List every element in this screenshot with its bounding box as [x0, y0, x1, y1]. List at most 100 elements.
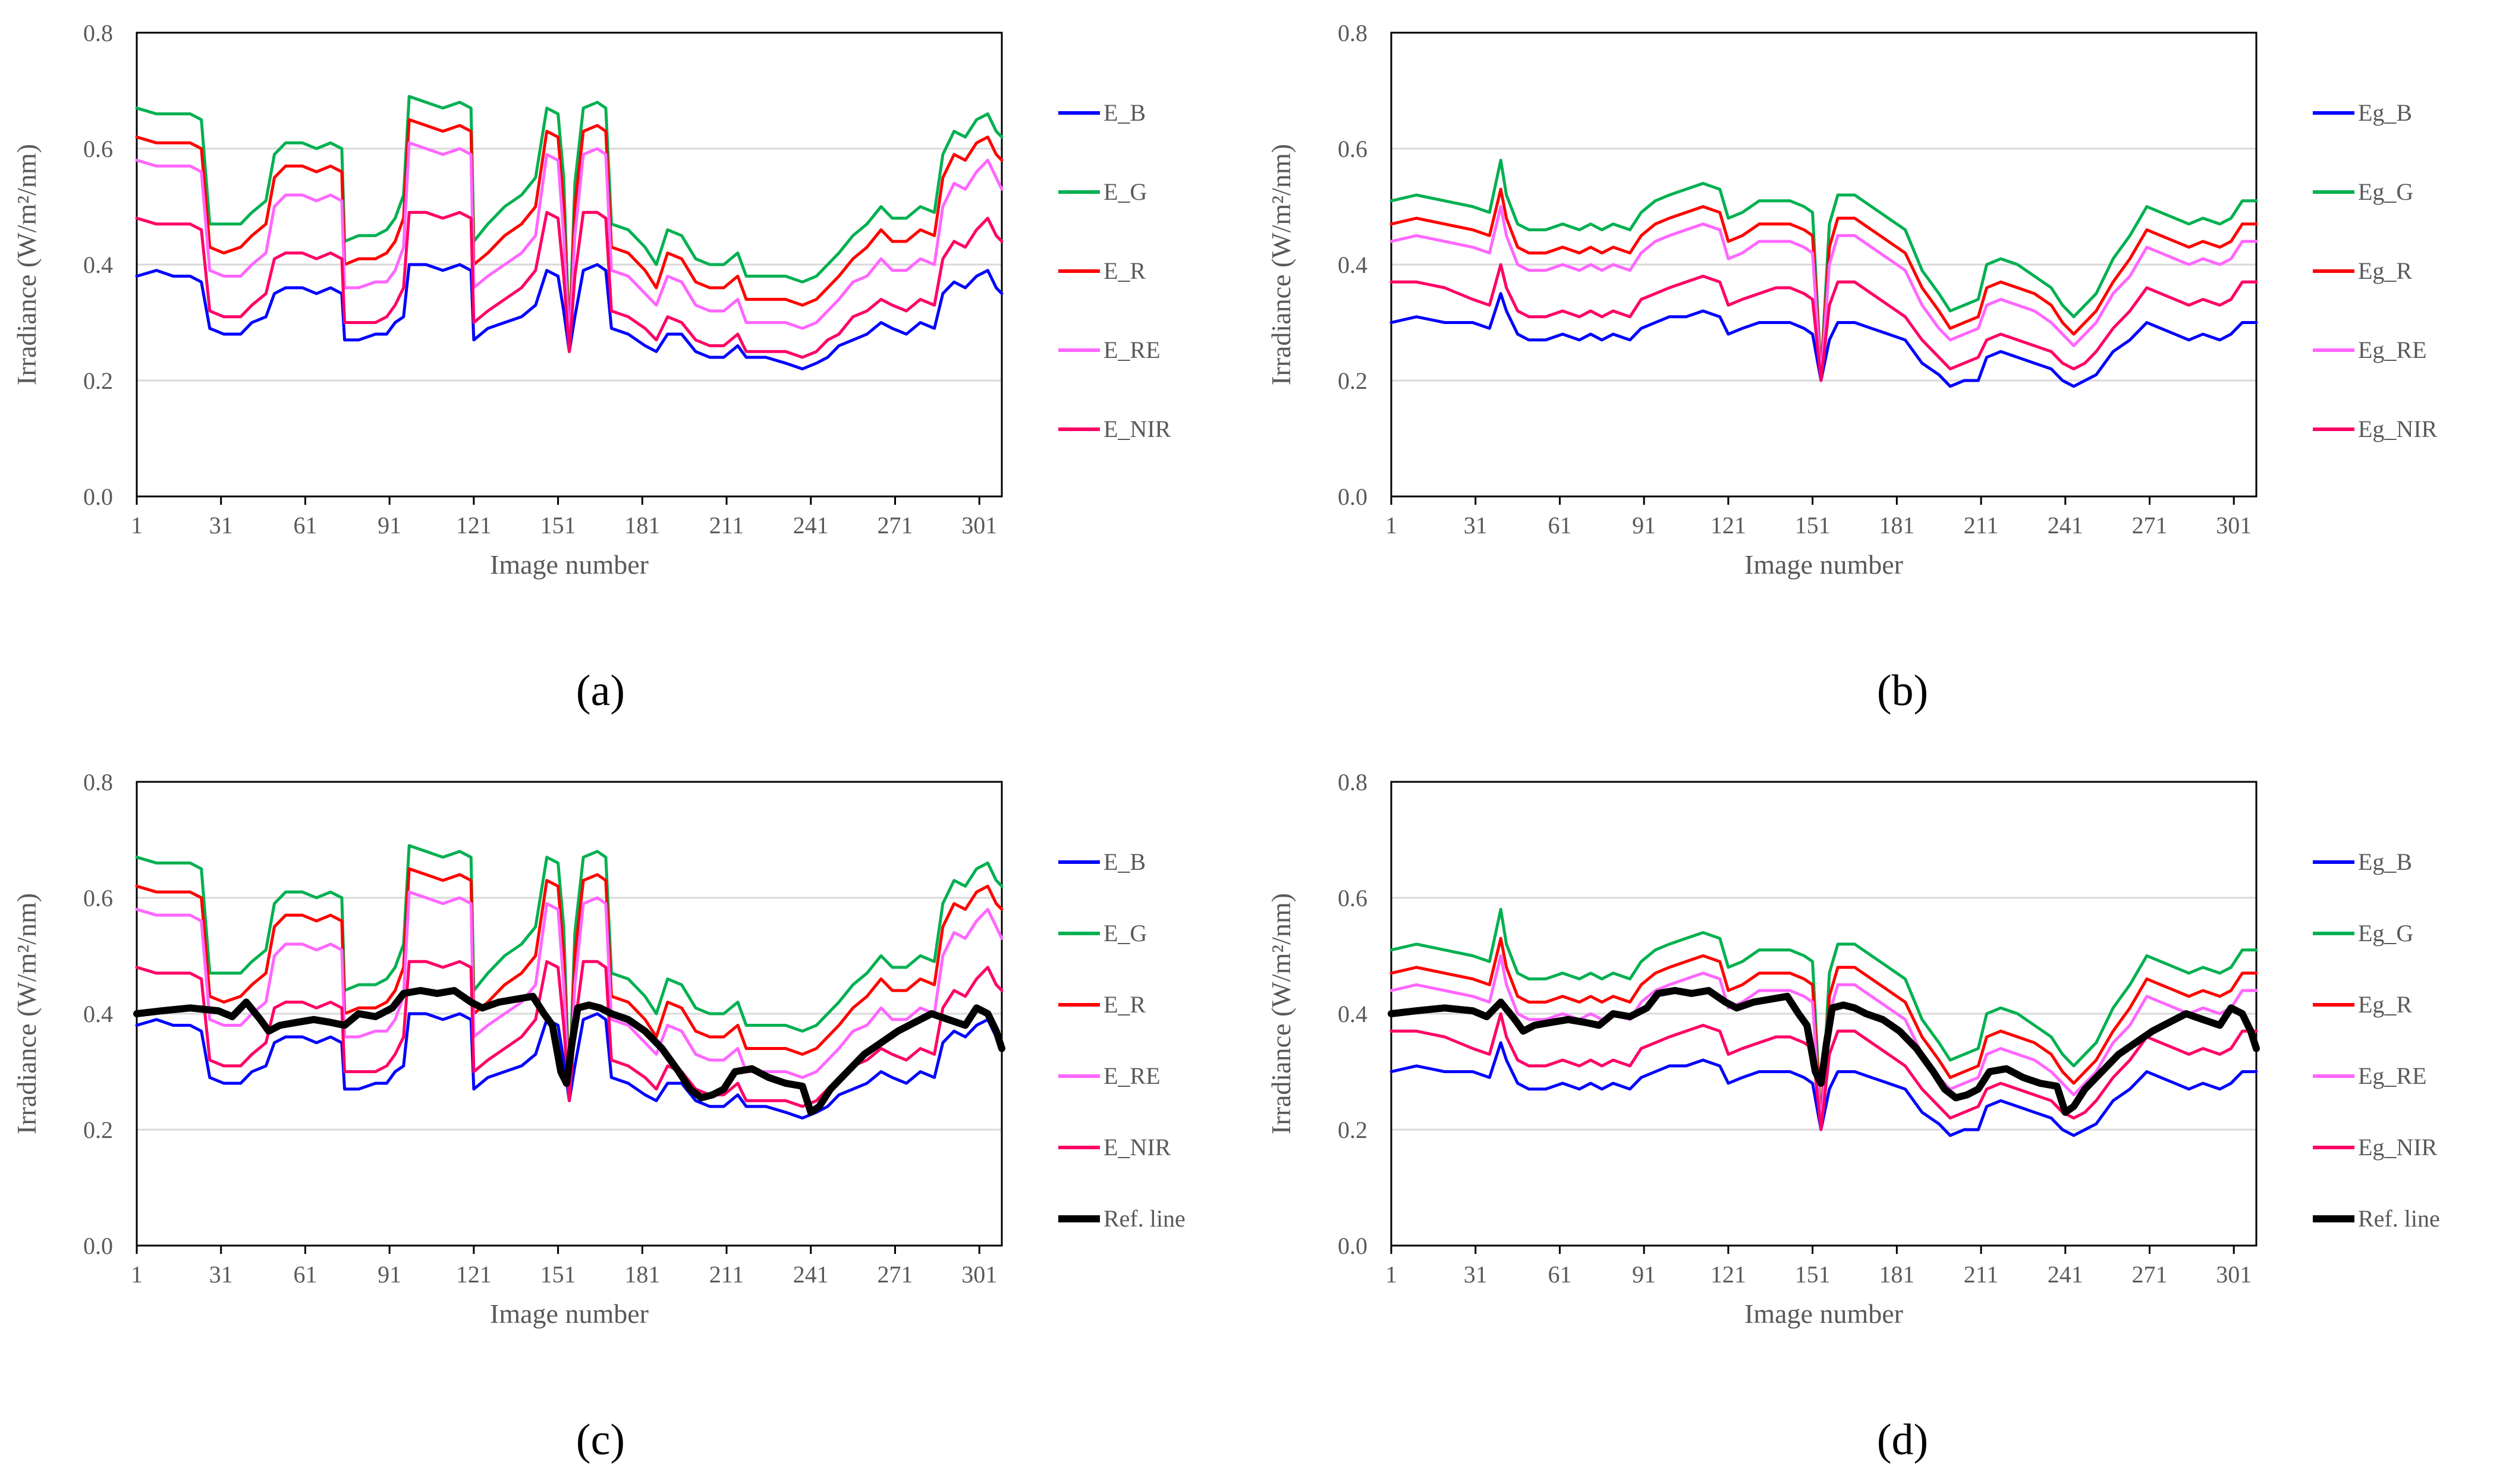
- x-tick-label: 61: [293, 1261, 317, 1288]
- y-tick-label: 0.4: [1338, 1001, 1367, 1027]
- plot-frame: [136, 32, 1003, 498]
- x-tick-label: 301: [961, 512, 997, 539]
- series-line-eg-nir: [1389, 263, 2258, 382]
- x-tick-label: 151: [540, 1261, 576, 1288]
- series-line-ref-line: [133, 987, 1005, 1116]
- legend-label: Eg_RE: [2358, 1062, 2427, 1089]
- y-tick-label: 0.8: [1338, 20, 1367, 46]
- series-line-eg-nir: [1389, 1012, 2258, 1131]
- x-tick-label: 91: [378, 512, 401, 539]
- x-tick-label: 181: [624, 1261, 660, 1288]
- x-tick-label: 271: [2131, 1261, 2167, 1288]
- series-line-eg-re: [1389, 205, 2258, 382]
- y-axis-label: Irradiance (W/m²/nm): [1266, 144, 1296, 385]
- legend-label: Eg_RE: [2358, 337, 2427, 363]
- chart-panel-d: 0.0 0.2 0.4 0.6 0.8 1 31 61 91 121 151 181 211 241 271…: [1254, 749, 2509, 1433]
- x-tick-label: 271: [877, 1261, 913, 1288]
- caption-a: (a): [576, 666, 625, 715]
- series-line-e-nir: [135, 960, 1004, 1108]
- caption-d: (d): [1876, 1416, 1929, 1464]
- x-tick-label: 211: [1964, 512, 1999, 539]
- legend-label: E_NIR: [1103, 1134, 1171, 1161]
- x-tick-label: 91: [378, 1261, 401, 1288]
- x-tick-label: 271: [877, 512, 913, 539]
- x-tick-label: 211: [1964, 1261, 1999, 1288]
- legend-label: Eg_NIR: [2358, 1134, 2438, 1161]
- series-line-eg-g: [1389, 159, 2258, 376]
- x-tick-label: 241: [2048, 512, 2083, 539]
- y-tick-label: 0.6: [83, 136, 113, 162]
- x-tick-label: 121: [1711, 512, 1746, 539]
- y-tick-label: 0.0: [1338, 1233, 1367, 1259]
- y-tick-label: 0.2: [83, 1117, 113, 1143]
- x-tick-label: 241: [793, 512, 829, 539]
- y-tick-label: 0.0: [1338, 483, 1367, 510]
- x-tick-label: 211: [709, 1261, 744, 1288]
- x-tick-label: 31: [1464, 1261, 1488, 1288]
- x-tick-label: 121: [1711, 1261, 1746, 1288]
- legend-label: E_B: [1103, 848, 1146, 875]
- y-tick-label: 0.2: [1338, 1117, 1367, 1143]
- series-line-eg-r: [1389, 187, 2258, 376]
- chart-svg-d: 0.0 0.2 0.4 0.6 0.8 1 31 61 91 121 151 181 211 241 271…: [1266, 769, 2440, 1329]
- series-line-eg-b: [1389, 1041, 2258, 1137]
- caption-b: (b): [1876, 666, 1929, 715]
- caption-c: (c): [576, 1416, 625, 1464]
- x-tick-label: 1: [1385, 1261, 1397, 1288]
- series-line-eg-g: [1389, 908, 2258, 1125]
- x-tick-label: 31: [209, 512, 233, 539]
- y-tick-label: 0.8: [83, 769, 113, 796]
- y-tick-label: 0.2: [83, 367, 113, 394]
- chart-panel-a: 0.0 0.2 0.4 0.6 0.8 1 31 61 91 121 151 181 211 241 271…: [0, 0, 1254, 684]
- series-line-ref-line: [1388, 987, 2260, 1116]
- legend-label: E_B: [1103, 99, 1146, 126]
- legend-label: Ref. line: [1103, 1205, 1186, 1232]
- x-axis-label: Image number: [490, 549, 649, 580]
- series-line-eg-b: [1389, 292, 2258, 388]
- x-tick-label: 91: [1632, 1261, 1656, 1288]
- chart-svg-b: 0.0 0.2 0.4 0.6 0.8 1 31 61 91 121 151 181 211 241 271…: [1266, 20, 2438, 580]
- y-tick-label: 0.0: [83, 1233, 113, 1259]
- x-tick-label: 301: [2216, 1261, 2252, 1288]
- x-tick-label: 121: [456, 512, 492, 539]
- x-tick-label: 91: [1632, 512, 1656, 539]
- legend-label: E_RE: [1103, 337, 1161, 363]
- x-tick-label: 61: [293, 512, 317, 539]
- chart-svg-c: 0.0 0.2 0.4 0.6 0.8 1 31 61 91 121 151 181 211 241 271…: [11, 769, 1186, 1329]
- x-tick-label: 61: [1548, 1261, 1571, 1288]
- legend-label: E_RE: [1103, 1062, 1161, 1089]
- y-tick-label: 0.0: [83, 483, 113, 510]
- legend-label: E_G: [1103, 178, 1147, 205]
- y-tick-label: 0.8: [1338, 769, 1367, 796]
- legend-label: Eg_R: [2358, 257, 2412, 284]
- x-tick-label: 61: [1548, 512, 1571, 539]
- legend-label: Eg_R: [2358, 991, 2412, 1018]
- y-tick-label: 0.6: [83, 885, 113, 911]
- x-tick-label: 1: [131, 512, 143, 539]
- legend-label: E_R: [1103, 991, 1146, 1018]
- legend-label: Eg_G: [2358, 920, 2413, 947]
- plot-frame: [1390, 32, 2258, 498]
- y-tick-label: 0.6: [1338, 136, 1367, 162]
- legend-label: E_G: [1103, 920, 1147, 947]
- y-tick-label: 0.4: [1338, 251, 1367, 278]
- x-tick-label: 241: [793, 1261, 829, 1288]
- y-tick-label: 0.4: [83, 251, 113, 278]
- x-tick-label: 1: [131, 1261, 143, 1288]
- legend-label: E_R: [1103, 257, 1146, 284]
- x-tick-label: 121: [456, 1261, 492, 1288]
- x-axis-label: Image number: [1744, 1298, 1903, 1329]
- y-tick-label: 0.4: [83, 1001, 113, 1027]
- x-tick-label: 181: [1879, 512, 1914, 539]
- legend-label: Eg_B: [2358, 99, 2412, 126]
- chart-panel-b: 0.0 0.2 0.4 0.6 0.8 1 31 61 91 121 151 181 211 241 271…: [1254, 0, 2509, 684]
- y-axis-label: Irradiance (W/m²/nm): [1266, 893, 1296, 1134]
- x-tick-label: 151: [1795, 1261, 1831, 1288]
- y-tick-label: 0.8: [83, 20, 113, 46]
- x-tick-label: 211: [709, 512, 744, 539]
- x-tick-label: 181: [624, 512, 660, 539]
- x-tick-label: 301: [961, 1261, 997, 1288]
- x-tick-label: 151: [1795, 512, 1831, 539]
- y-tick-label: 0.2: [1338, 367, 1367, 394]
- x-axis-label: Image number: [490, 1298, 649, 1329]
